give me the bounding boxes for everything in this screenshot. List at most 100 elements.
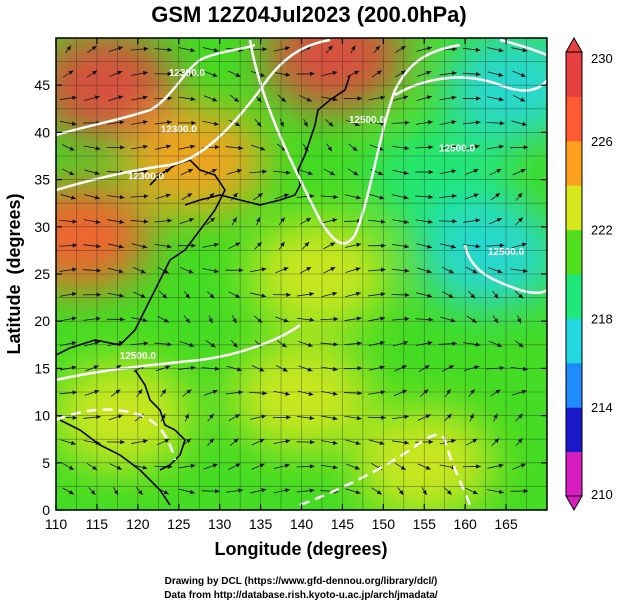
plot-area: 12300.012300.012300.012500.012500.012500… bbox=[56, 38, 547, 510]
streamline-arrow bbox=[60, 439, 76, 446]
x-tick-label: 155 bbox=[413, 516, 437, 532]
colorbar-band bbox=[566, 274, 582, 319]
streamline-arrow bbox=[203, 463, 218, 470]
streamline-arrow bbox=[296, 71, 315, 76]
streamline-arrow bbox=[83, 292, 102, 297]
streamline-arrow bbox=[207, 438, 215, 447]
streamline-arrow bbox=[59, 390, 78, 395]
streamline-arrow bbox=[511, 242, 527, 249]
y-tick-label: 40 bbox=[34, 124, 50, 140]
streamline-arrow bbox=[107, 292, 125, 298]
streamline-arrow bbox=[323, 242, 336, 250]
streamlines bbox=[59, 45, 529, 496]
streamline-arrow bbox=[462, 96, 481, 101]
streamline-arrow bbox=[392, 95, 409, 102]
streamline-arrow bbox=[345, 267, 361, 273]
colorbar-band bbox=[566, 318, 582, 364]
x-tick-label: 125 bbox=[167, 516, 191, 532]
streamline-arrow bbox=[107, 267, 124, 274]
streamline-arrow bbox=[512, 463, 527, 470]
colorbar-band bbox=[566, 140, 582, 186]
streamline-arrow bbox=[154, 71, 173, 77]
streamline-arrow bbox=[273, 170, 291, 175]
streamline-arrow bbox=[320, 415, 338, 421]
streamline-arrow bbox=[59, 243, 78, 248]
streamline-arrow bbox=[469, 413, 474, 422]
y-tick-label: 45 bbox=[34, 77, 50, 93]
streamline-arrow bbox=[486, 121, 505, 126]
streamline-arrow bbox=[463, 144, 480, 150]
streamline-arrow bbox=[272, 292, 291, 298]
streamline-arrow bbox=[157, 266, 170, 274]
streamline-arrow bbox=[154, 243, 172, 249]
streamline-arrow bbox=[228, 463, 241, 470]
streamline-arrow bbox=[59, 316, 77, 322]
streamline-arrow bbox=[326, 143, 333, 152]
contour-label: 12300.0 bbox=[128, 172, 165, 183]
streamline-arrow bbox=[391, 145, 410, 151]
streamline-arrow bbox=[178, 144, 196, 150]
y-tick-label: 25 bbox=[34, 266, 50, 282]
x-tick-label: 120 bbox=[126, 516, 150, 532]
streamline-arrow bbox=[275, 267, 289, 274]
streamline-arrow bbox=[442, 291, 454, 299]
streamline-arrow bbox=[487, 463, 504, 469]
streamline-arrow bbox=[391, 268, 410, 273]
streamline-arrow bbox=[493, 413, 498, 422]
streamline-arrow bbox=[228, 70, 241, 78]
streamline-arrow bbox=[348, 143, 358, 152]
streamline-arrow bbox=[228, 242, 241, 250]
streamline-arrow bbox=[62, 463, 75, 471]
field-region-1 bbox=[264, 38, 405, 112]
streamline-arrow bbox=[108, 95, 124, 102]
streamline-arrow bbox=[514, 290, 524, 299]
streamline-arrow bbox=[512, 168, 526, 176]
streamline-arrow bbox=[109, 463, 123, 470]
streamline-arrow bbox=[439, 193, 457, 199]
streamline-arrow bbox=[373, 45, 381, 54]
streamline-arrow bbox=[323, 266, 336, 274]
streamline-arrow bbox=[440, 439, 456, 445]
streamline-arrow bbox=[232, 315, 237, 324]
streamline-arrow bbox=[392, 340, 409, 347]
streamline-arrow bbox=[180, 168, 194, 176]
streamline-arrow bbox=[201, 489, 220, 494]
streamline-arrow bbox=[296, 488, 315, 493]
x-tick-label: 160 bbox=[453, 516, 477, 532]
streamline-arrow bbox=[439, 71, 457, 76]
streamline-arrow bbox=[371, 70, 382, 78]
y-tick-label: 15 bbox=[34, 360, 50, 376]
streamline-arrow bbox=[160, 388, 167, 397]
streamline-arrow bbox=[323, 168, 336, 176]
streamline-arrow bbox=[180, 267, 194, 274]
streamline-arrow bbox=[391, 316, 410, 322]
x-tick-label: 135 bbox=[249, 516, 273, 532]
streamline-arrow bbox=[297, 390, 314, 396]
streamline-arrow bbox=[249, 267, 267, 273]
streamline-arrow bbox=[106, 439, 125, 445]
streamline-arrow bbox=[183, 315, 191, 324]
streamline-arrow bbox=[178, 488, 195, 495]
streamline-arrow bbox=[371, 487, 383, 495]
x-tick-label: 165 bbox=[494, 516, 518, 532]
streamline-arrow bbox=[510, 145, 529, 150]
streamline-arrow bbox=[467, 290, 476, 299]
colorbar-band bbox=[566, 96, 582, 142]
streamline-arrow bbox=[465, 266, 478, 274]
streamline-arrow bbox=[346, 463, 360, 470]
streamline-arrow bbox=[491, 438, 500, 446]
streamline-arrow bbox=[515, 217, 524, 226]
streamline-arrow bbox=[439, 243, 457, 249]
streamline-arrow bbox=[273, 46, 290, 52]
y-tick-label: 20 bbox=[34, 313, 50, 329]
streamline-arrow bbox=[59, 291, 77, 297]
field-region-7 bbox=[444, 38, 547, 141]
streamline-arrow bbox=[462, 71, 481, 77]
colorbar-band bbox=[566, 229, 582, 275]
streamline-arrow bbox=[230, 192, 238, 201]
streamline-arrow bbox=[299, 266, 312, 274]
streamline-arrow bbox=[397, 487, 404, 496]
streamline-arrow bbox=[88, 487, 96, 496]
streamline-arrow bbox=[464, 193, 479, 200]
streamline-arrow bbox=[202, 120, 219, 126]
